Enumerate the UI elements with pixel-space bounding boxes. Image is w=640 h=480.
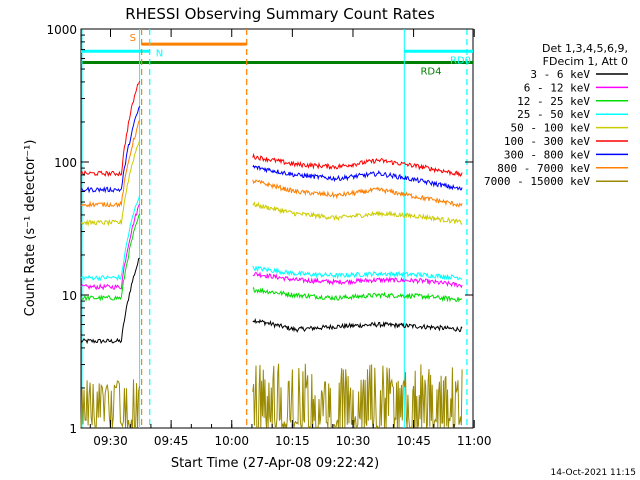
series-100-300-kev-pre <box>80 81 141 178</box>
series-800-7000-kev-post <box>252 178 463 208</box>
series-6-12-kev-post <box>252 271 463 289</box>
x-axis-label: Start Time (27-Apr-08 09:22:42) <box>171 456 379 471</box>
y-tick-label-1: 1 <box>69 422 77 436</box>
legend-header-line-2: FDecim 1, Att 0 <box>543 55 628 68</box>
legend-label-series-800-7000-kev: 800 - 7000 keV <box>497 162 590 175</box>
x-tick-label-1030: 10:30 <box>336 434 371 448</box>
x-tick-label-0945: 09:45 <box>154 434 189 448</box>
series-3-6-kev-post <box>252 317 463 333</box>
x-tick-label-1000: 10:00 <box>214 434 249 448</box>
y-tick-label-10: 10 <box>62 289 77 303</box>
legend-header-line-1: Det 1,3,4,5,6,9, <box>542 42 628 55</box>
series-25-50-kev-post <box>252 265 463 281</box>
series-100-300-kev-post <box>252 152 463 177</box>
x-tick-label-0930: 09:30 <box>93 434 128 448</box>
y-tick-label-100: 100 <box>54 156 77 170</box>
series-800-7000-kev-pre <box>80 119 141 209</box>
y-tick-label-1000: 1000 <box>46 23 77 37</box>
annotation-label-n: N <box>156 48 163 59</box>
x-tick-label-1015: 10:15 <box>275 434 310 448</box>
legend-label-series-50-100-kev: 50 - 100 keV <box>511 122 591 135</box>
series-300-800-kev-pre <box>80 105 141 194</box>
series-25-50-kev-pre <box>80 194 141 282</box>
x-tick-label-1100: 11:00 <box>457 434 492 448</box>
annotation-label-rd0: RD0 <box>450 55 471 66</box>
series-6-12-kev-pre <box>80 203 141 291</box>
legend-label-series-7000-15000-kev: 7000 - 15000 keV <box>484 175 590 188</box>
legend: Det 1,3,4,5,6,9, FDecim 1, Att 0 3 - 6 k… <box>484 42 628 188</box>
legend-label-series-300-800-kev: 300 - 800 keV <box>504 148 590 161</box>
plot-area: S N RD0 RD4 1 10 100 1000 09:30 09:45 10:00 10:15 10… <box>46 23 491 448</box>
annotation-label-s: S <box>130 33 136 44</box>
series-12-25-kev-pre <box>80 213 141 302</box>
y-axis-label: Count Rate (s⁻¹ detector⁻¹) <box>23 140 38 317</box>
plot-frame <box>80 28 474 429</box>
legend-label-series-25-50-kev: 25 - 50 keV <box>517 108 590 121</box>
series-12-25-kev-post <box>252 286 463 303</box>
annotation-label-rd4: RD4 <box>420 66 441 77</box>
legend-label-series-3-6-kev: 3 - 6 keV <box>530 68 590 81</box>
chart-title: RHESSI Observing Summary Count Rates <box>125 5 435 23</box>
footer-timestamp: 14-Oct-2021 11:15 <box>551 468 636 478</box>
legend-label-series-12-25-kev: 12 - 25 keV <box>517 95 590 108</box>
series-50-100-kev-post <box>252 201 463 226</box>
series-50-100-kev-pre <box>80 139 141 227</box>
series-300-800-kev-post <box>252 164 463 191</box>
series-3-6-kev-pre <box>80 257 140 345</box>
series-7000-15000-kev-post <box>252 363 463 429</box>
legend-label-series-100-300-kev: 100 - 300 keV <box>504 135 590 148</box>
x-tick-label-1045: 10:45 <box>396 434 431 448</box>
legend-label-series-6-12-kev: 6 - 12 keV <box>524 81 591 94</box>
